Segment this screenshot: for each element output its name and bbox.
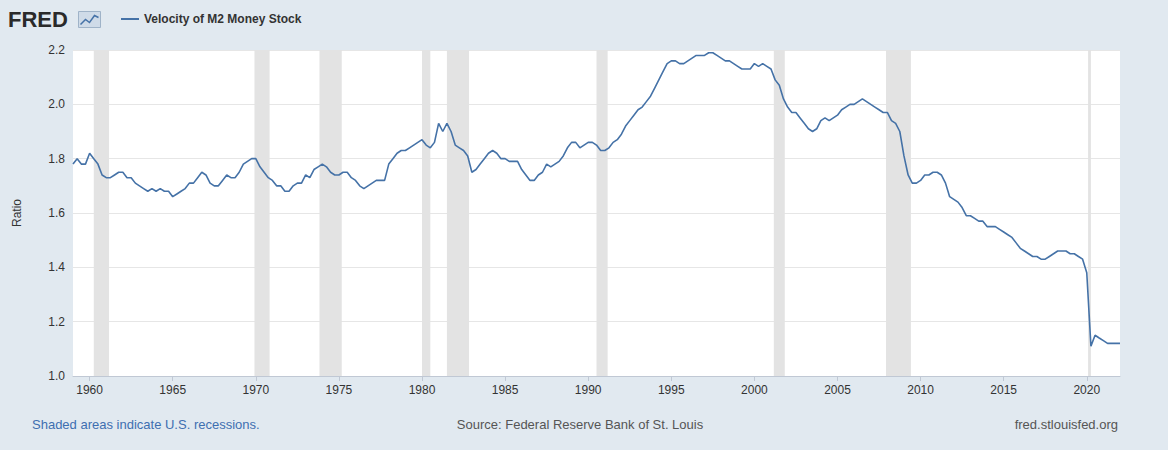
- svg-text:1975: 1975: [326, 383, 353, 397]
- svg-text:1.2: 1.2: [48, 315, 65, 329]
- svg-text:Source: Federal Reserve Bank o: Source: Federal Reserve Bank of St. Loui…: [457, 417, 704, 432]
- svg-text:fred.stlouisfed.org: fred.stlouisfed.org: [1015, 417, 1118, 432]
- svg-text:1.6: 1.6: [48, 206, 65, 220]
- svg-text:2.0: 2.0: [48, 97, 65, 111]
- svg-text:1.0: 1.0: [48, 369, 65, 383]
- svg-text:2020: 2020: [1073, 383, 1100, 397]
- svg-text:1965: 1965: [159, 383, 186, 397]
- svg-text:2015: 2015: [990, 383, 1017, 397]
- svg-text:1995: 1995: [658, 383, 685, 397]
- svg-text:1990: 1990: [575, 383, 602, 397]
- svg-text:1980: 1980: [409, 383, 436, 397]
- svg-text:1985: 1985: [492, 383, 519, 397]
- svg-text:Shaded areas indicate U.S. rec: Shaded areas indicate U.S. recessions.: [32, 417, 260, 432]
- svg-text:2000: 2000: [741, 383, 768, 397]
- svg-text:Ratio: Ratio: [10, 199, 24, 227]
- svg-text:Velocity of M2 Money Stock: Velocity of M2 Money Stock: [144, 12, 302, 26]
- svg-text:1970: 1970: [242, 383, 269, 397]
- svg-text:1.4: 1.4: [48, 260, 65, 274]
- svg-text:1960: 1960: [76, 383, 103, 397]
- svg-text:1.8: 1.8: [48, 152, 65, 166]
- svg-text:FRED: FRED: [8, 7, 68, 32]
- svg-text:2.2: 2.2: [48, 43, 65, 57]
- svg-text:2005: 2005: [824, 383, 851, 397]
- svg-text:2010: 2010: [907, 383, 934, 397]
